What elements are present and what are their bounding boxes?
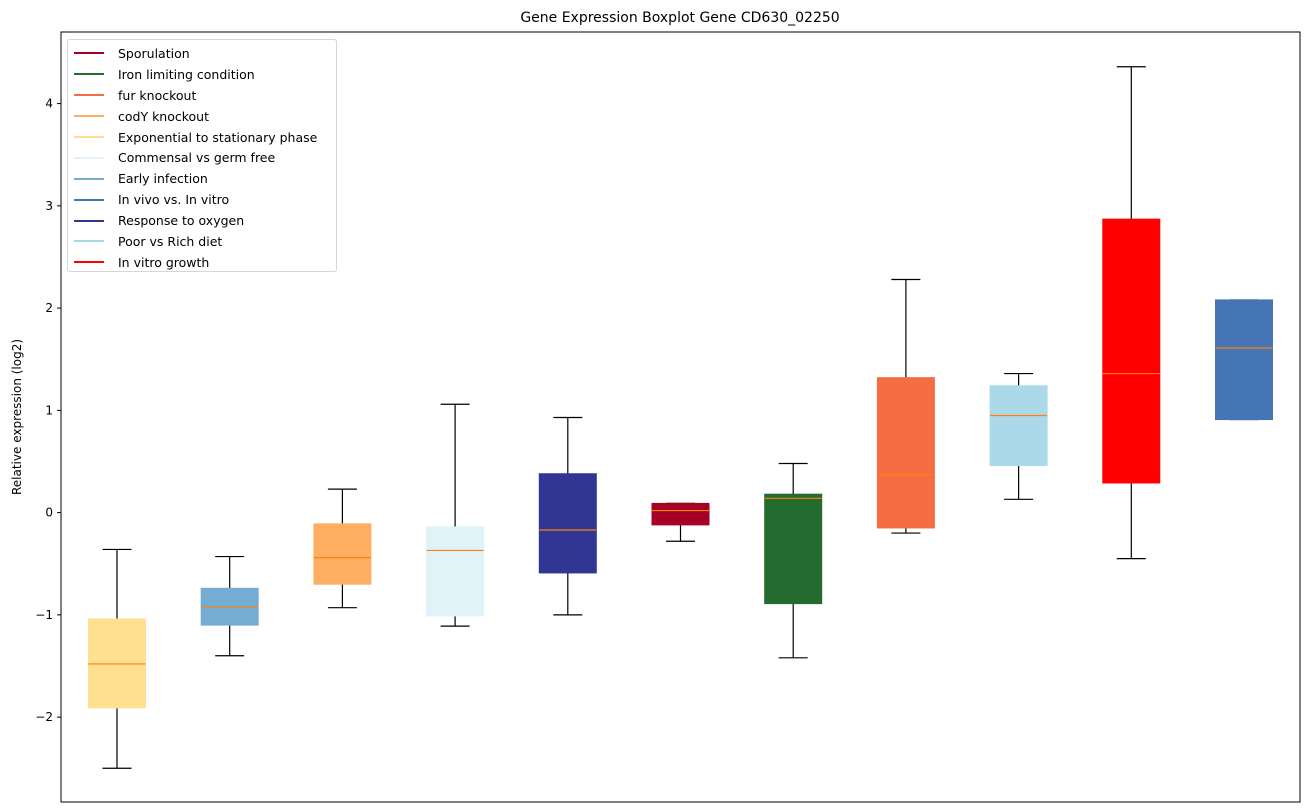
legend-label: In vitro growth [118,254,210,270]
box [876,377,935,529]
box-group [1102,66,1161,560]
box-group [88,548,146,769]
plot-area [88,66,1273,769]
legend-line-icon [74,52,104,55]
box [1102,218,1161,484]
chart-title: Gene Expression Boxplot Gene CD630_02250 [520,10,839,26]
legend: Sporulation Iron limiting condition fur kn… [67,39,337,272]
box [764,493,823,605]
legend-line-icon [74,219,104,222]
legend-label: In vivo vs. In vitro [118,192,230,208]
y-tick-label: 4 [45,97,53,111]
legend-label: Iron limiting condition [118,66,255,82]
y-tick-label: 3 [45,199,53,213]
box [538,473,597,574]
box-group [764,462,823,659]
box-group [200,555,259,657]
legend-line-icon [74,177,104,180]
legend-item: In vitro growth [74,252,336,273]
box-group [313,488,372,609]
box-group [1215,299,1273,421]
box-group [989,372,1048,500]
legend-line-icon [74,73,104,76]
box [989,385,1048,467]
legend-line-icon [74,156,104,159]
legend-item: Iron limiting condition [74,64,336,85]
legend-item: Response to oxygen [74,210,336,231]
legend-line-icon [74,94,104,97]
legend-label: Response to oxygen [118,213,245,229]
legend-label: Poor vs Rich diet [118,233,223,249]
legend-label: Sporulation [118,45,190,61]
box-group [651,502,710,542]
legend-item: In vivo vs. In vitro [74,189,336,210]
legend-line-icon [74,136,104,138]
legend-label: codY knockout [118,108,210,124]
y-tick-label: −1 [35,608,53,622]
y-tick-label: 0 [45,506,53,520]
legend-label: fur knockout [118,87,197,103]
y-tick-label: 1 [45,403,53,417]
legend-line-icon [74,198,104,201]
box [426,526,485,617]
legend-label: Early infection [118,171,208,187]
y-tick-label: 2 [45,301,53,315]
legend-item: Exponential to stationary phase [74,127,336,148]
legend-item: fur knockout [74,85,336,106]
legend-label: Exponential to stationary phase [118,129,318,145]
y-tick-label: −2 [35,710,53,724]
legend-item: Commensal vs germ free [74,147,336,168]
box [1215,299,1273,421]
axes-frame [60,31,1301,803]
legend-line-icon [74,261,104,264]
box-group [876,278,935,534]
box [313,523,372,585]
legend-line-icon [74,115,104,118]
y-axis: −2 −1 0 1 2 3 4 [35,97,61,724]
legend-line-icon [74,240,104,243]
box [651,502,710,526]
legend-item: codY knockout [74,106,336,127]
y-axis-label: Relative expression (log2) [10,339,24,495]
legend-item: Poor vs Rich diet [74,231,336,252]
box-group [426,403,485,627]
legend-item: Early infection [74,168,336,189]
legend-label: Commensal vs germ free [118,150,276,166]
box-group [538,416,597,616]
legend-item: Sporulation [74,43,336,64]
